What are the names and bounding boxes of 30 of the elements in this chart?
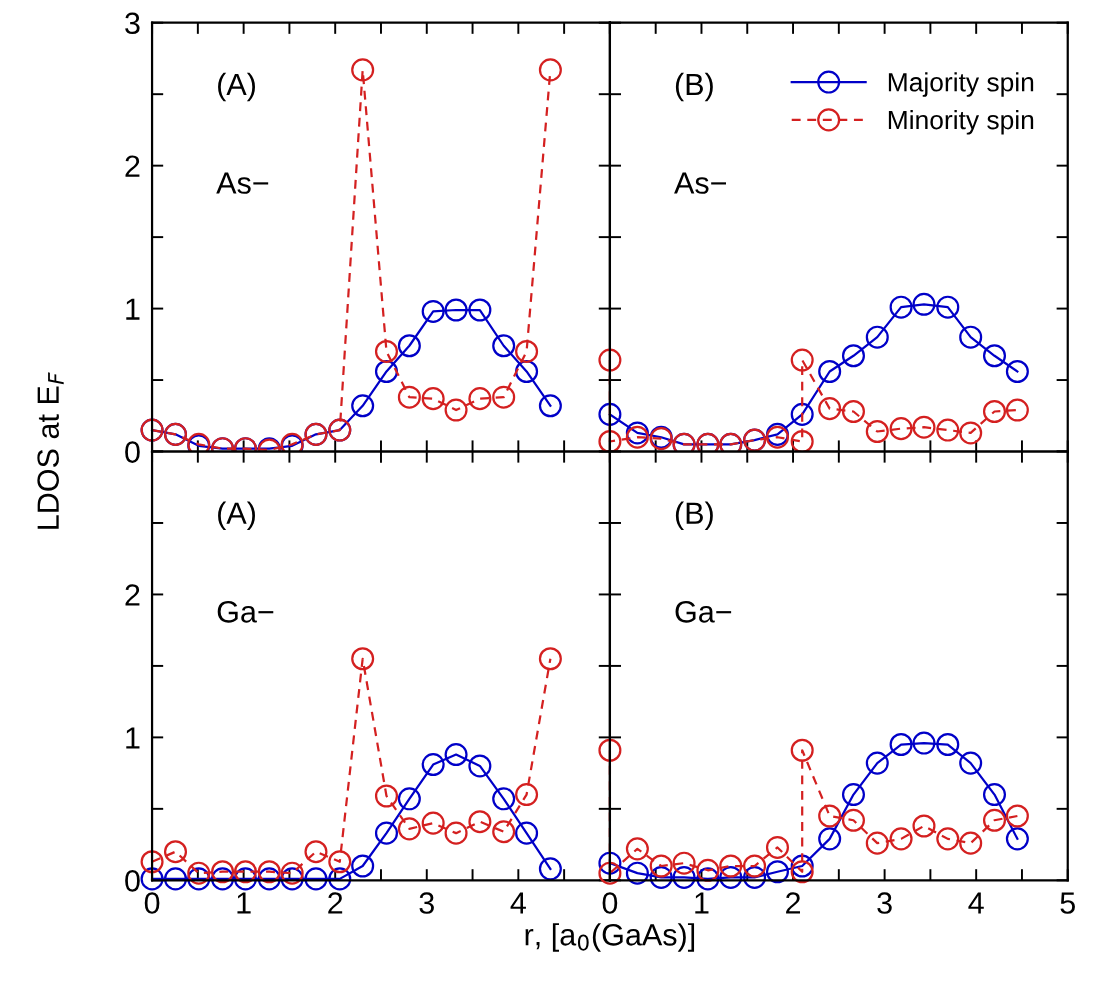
y-tick-label: 0 — [125, 870, 140, 892]
y-tick-label: 2 — [125, 155, 140, 177]
annotation: (B) — [675, 501, 713, 531]
annotation: As− — [216, 172, 269, 194]
annotation: As− — [674, 172, 727, 194]
x-tick-label: 2 — [786, 892, 800, 914]
x-tick-label: 4 — [968, 892, 984, 914]
x-tick-label: 3 — [419, 892, 434, 914]
y-tick-label: 3 — [125, 12, 140, 35]
x-tick-label: 5 — [1060, 892, 1075, 914]
y-tick-label: 1 — [126, 727, 140, 749]
x-tick-label: 4 — [510, 892, 526, 914]
y-tick-label: 1 — [126, 298, 140, 320]
y-tick-label: 0 — [125, 441, 140, 463]
legend-label: Majority spin — [888, 72, 1034, 97]
x-tick-label: 0 — [602, 892, 618, 914]
y-axis-title: LDOS at E$_{F}$ — [37, 372, 64, 529]
x-axis-title: r, [a$_{0}$(GaAs)] — [525, 923, 695, 952]
x-tick-label: 3 — [877, 892, 892, 914]
annotation: (B) — [675, 72, 713, 102]
legend-label: Minority spin — [888, 110, 1034, 135]
annotation: Ga− — [675, 601, 732, 623]
x-tick-label: 0 — [144, 892, 160, 914]
annotation: (A) — [218, 501, 255, 531]
x-tick-label: 1 — [695, 892, 709, 914]
annotation: Ga− — [217, 601, 274, 623]
x-tick-label: 2 — [328, 892, 343, 914]
y-tick-label: 2 — [125, 584, 140, 606]
x-tick-label: 1 — [237, 892, 251, 914]
annotation: (A) — [218, 72, 255, 102]
